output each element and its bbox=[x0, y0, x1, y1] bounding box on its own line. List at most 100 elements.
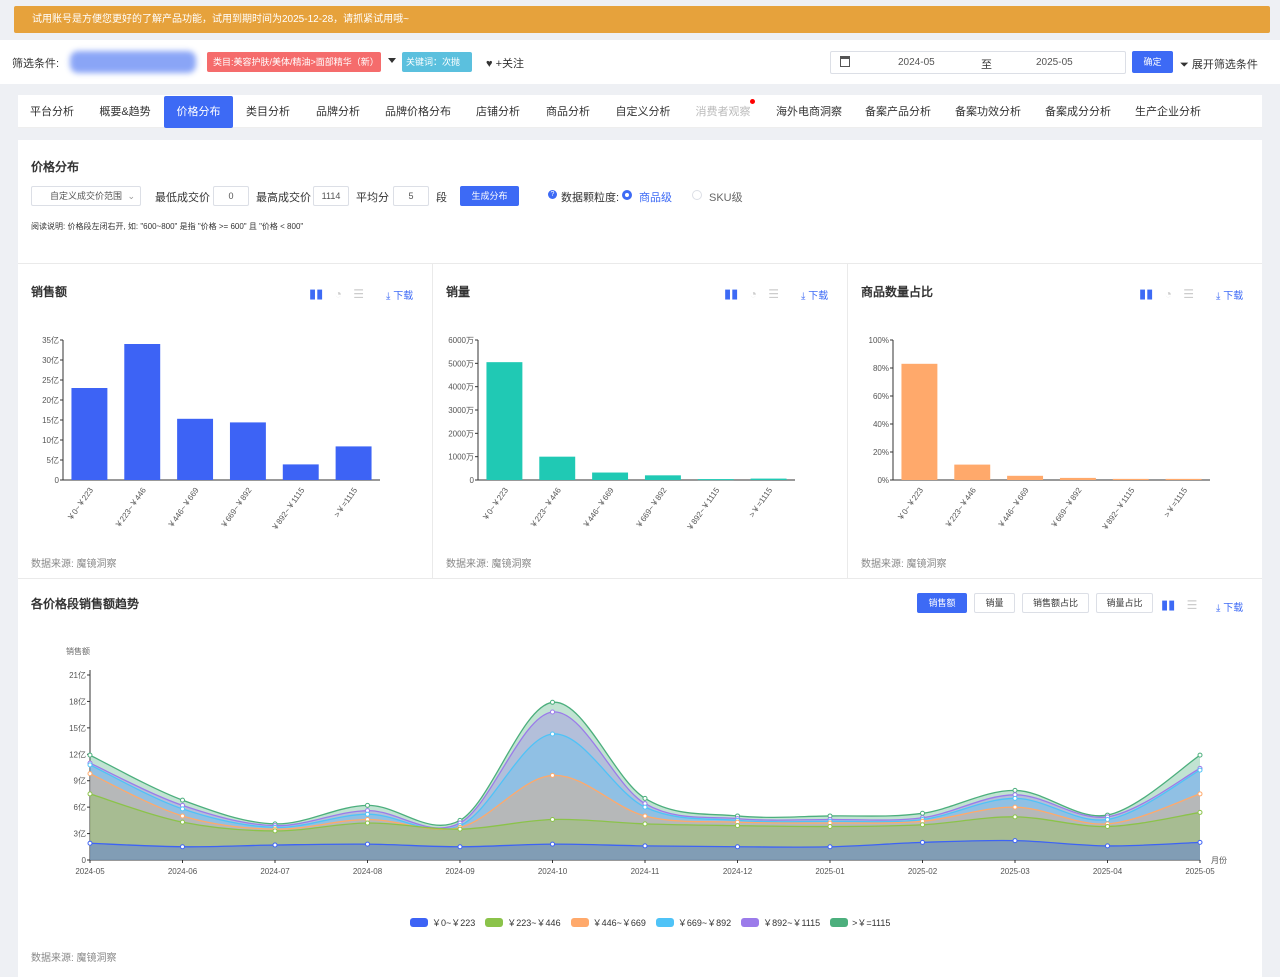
tab-category[interactable]: 类目分析 bbox=[246, 106, 290, 118]
data-point bbox=[1197, 809, 1203, 815]
tab-filing-ingredient[interactable]: 备案成分分析 bbox=[1045, 106, 1111, 118]
data-point bbox=[642, 843, 648, 849]
max-price-input[interactable]: 1114 bbox=[313, 186, 349, 206]
legend-item[interactable]: ￥223~￥446 bbox=[485, 916, 561, 929]
y-axis-label: 销售额 bbox=[66, 646, 90, 656]
pie-chart-icon[interactable]: ◔ bbox=[749, 287, 757, 301]
legend-item[interactable]: ￥446~￥669 bbox=[570, 916, 646, 929]
x-tick-label: 2024-11 bbox=[631, 867, 660, 876]
bar-chart-icon[interactable]: ▮▮ bbox=[309, 286, 324, 301]
help-icon[interactable]: ? bbox=[548, 190, 557, 199]
segments-input[interactable]: 5 bbox=[393, 186, 429, 206]
tab-platform[interactable]: 平台分析 bbox=[30, 106, 74, 118]
blurred-filter-chip[interactable] bbox=[70, 51, 196, 73]
expand-filter-button[interactable]: ⏷ 展开筛选条件 bbox=[1180, 56, 1258, 72]
bar-chart-icon[interactable]: ▮▮ bbox=[1161, 597, 1176, 612]
data-point bbox=[180, 819, 185, 825]
data-point bbox=[1197, 791, 1203, 797]
divider bbox=[847, 263, 848, 578]
trend-sales-ratio-button[interactable]: 销售额占比 bbox=[1022, 593, 1089, 613]
tab-store[interactable]: 店铺分析 bbox=[476, 106, 520, 118]
date-start[interactable]: 2024-05 bbox=[898, 57, 935, 68]
min-price-label: 最低成交价 bbox=[155, 192, 210, 204]
legend-item[interactable]: ￥669~￥892 bbox=[655, 916, 731, 929]
tab-filing-product[interactable]: 备案产品分析 bbox=[865, 106, 931, 118]
legend-label: ￥0~￥223 bbox=[432, 918, 476, 928]
tab-overseas[interactable]: 海外电商洞察 bbox=[776, 106, 842, 118]
bar bbox=[1059, 477, 1096, 480]
data-point bbox=[642, 813, 648, 819]
radio-product-level[interactable] bbox=[622, 190, 632, 200]
table-icon[interactable]: ☰ bbox=[1183, 287, 1195, 301]
data-point bbox=[1012, 838, 1018, 844]
x-tick-label: ￥223~￥446 bbox=[528, 486, 563, 530]
data-point bbox=[920, 822, 925, 828]
tab-manufacturer[interactable]: 生产企业分析 bbox=[1135, 106, 1201, 118]
tab-price-distribution[interactable]: 价格分布 bbox=[164, 96, 233, 128]
radio-product-level-label[interactable]: 商品级 bbox=[639, 192, 672, 204]
x-tick-label: 2025-03 bbox=[1000, 867, 1030, 876]
data-point bbox=[1012, 814, 1018, 820]
y-tick-label: 9亿 bbox=[74, 776, 86, 786]
data-point bbox=[550, 841, 555, 847]
x-tick-label: ￥892~￥1115 bbox=[685, 486, 722, 533]
legend-swatch bbox=[570, 918, 589, 927]
tab-filing-efficacy[interactable]: 备案功效分析 bbox=[955, 106, 1021, 118]
y-tick-label: 18亿 bbox=[69, 696, 86, 706]
date-separator: 至 bbox=[981, 59, 992, 71]
legend-item[interactable]: ￥0~￥223 bbox=[410, 916, 475, 929]
data-point bbox=[550, 709, 555, 715]
radio-sku-level[interactable] bbox=[692, 190, 702, 200]
table-icon[interactable]: ☰ bbox=[353, 287, 365, 301]
tab-brand[interactable]: 品牌分析 bbox=[316, 106, 360, 118]
download-icon: ⤓ bbox=[801, 291, 806, 302]
data-point bbox=[1012, 804, 1018, 810]
x-tick-label: ￥446~￥669 bbox=[996, 486, 1031, 530]
price-range-select[interactable]: 自定义成交价范围 ⌄ bbox=[31, 186, 141, 206]
radio-sku-level-label[interactable]: SKU级 bbox=[709, 192, 743, 204]
pie-chart-icon[interactable]: ◔ bbox=[1164, 287, 1172, 301]
pie-chart-icon[interactable]: ◔ bbox=[334, 287, 342, 301]
confirm-button[interactable]: 确定 bbox=[1132, 51, 1173, 73]
tab-consumer[interactable]: 消费者观察 bbox=[695, 106, 751, 118]
price-range-select-label: 自定义成交价范围 bbox=[50, 191, 123, 201]
tab-custom[interactable]: 自定义分析 bbox=[615, 106, 671, 118]
divider bbox=[432, 263, 433, 578]
table-icon[interactable]: ☰ bbox=[1186, 598, 1198, 612]
tab-product[interactable]: 商品分析 bbox=[546, 106, 590, 118]
trend-volume-button[interactable]: 销量 bbox=[974, 593, 1015, 613]
follow-button[interactable]: ♥ +关注 bbox=[486, 58, 525, 70]
y-tick-label: 0 bbox=[55, 476, 60, 485]
legend-item[interactable]: ￥892~￥1115 bbox=[741, 916, 820, 929]
y-tick-label: 1000万 bbox=[448, 453, 474, 462]
trend-volume-ratio-button[interactable]: 销量占比 bbox=[1096, 593, 1153, 613]
generate-button[interactable]: 生成分布 bbox=[460, 186, 519, 206]
x-tick-label: ￥669~￥892 bbox=[219, 486, 254, 530]
download-button[interactable]: ⤓ 下载 bbox=[1216, 287, 1243, 302]
download-button[interactable]: ⤓ 下载 bbox=[386, 287, 413, 302]
min-price-input[interactable]: 0 bbox=[213, 186, 249, 206]
keyword-tag[interactable]: 关键词：次抛 bbox=[402, 52, 472, 72]
trend-sales-button[interactable]: 销售额 bbox=[917, 593, 967, 613]
x-tick-label: 2025-01 bbox=[815, 867, 845, 876]
tab-brand-price[interactable]: 品牌价格分布 bbox=[385, 106, 451, 118]
y-tick-label: 0 bbox=[470, 476, 475, 485]
bar bbox=[177, 418, 214, 480]
category-tag[interactable]: 类目:美容护肤/美体/精油>面部精华（新） bbox=[207, 52, 381, 72]
download-button[interactable]: ⤓ 下载 bbox=[1216, 599, 1243, 614]
tab-overview[interactable]: 概要&趋势 bbox=[99, 106, 151, 118]
bar-chart-icon[interactable]: ▮▮ bbox=[724, 286, 739, 301]
date-end[interactable]: 2025-05 bbox=[1036, 57, 1073, 68]
data-point bbox=[180, 844, 185, 850]
bar-chart-icon[interactable]: ▮▮ bbox=[1139, 286, 1154, 301]
legend-item[interactable]: >￥=1115 bbox=[830, 916, 890, 929]
date-range-picker[interactable] bbox=[830, 51, 1126, 74]
trial-banner: 试用账号是方便您更好的了解产品功能，试用到期时间为2025-12-28，请抓紧试… bbox=[14, 6, 1270, 33]
chevron-down-icon[interactable] bbox=[388, 58, 396, 63]
y-tick-label: 35亿 bbox=[42, 335, 59, 345]
y-tick-label: 3亿 bbox=[74, 829, 86, 839]
table-icon[interactable]: ☰ bbox=[768, 287, 780, 301]
download-button[interactable]: ⤓ 下载 bbox=[801, 287, 828, 302]
data-point bbox=[550, 699, 555, 705]
data-point bbox=[735, 823, 740, 829]
